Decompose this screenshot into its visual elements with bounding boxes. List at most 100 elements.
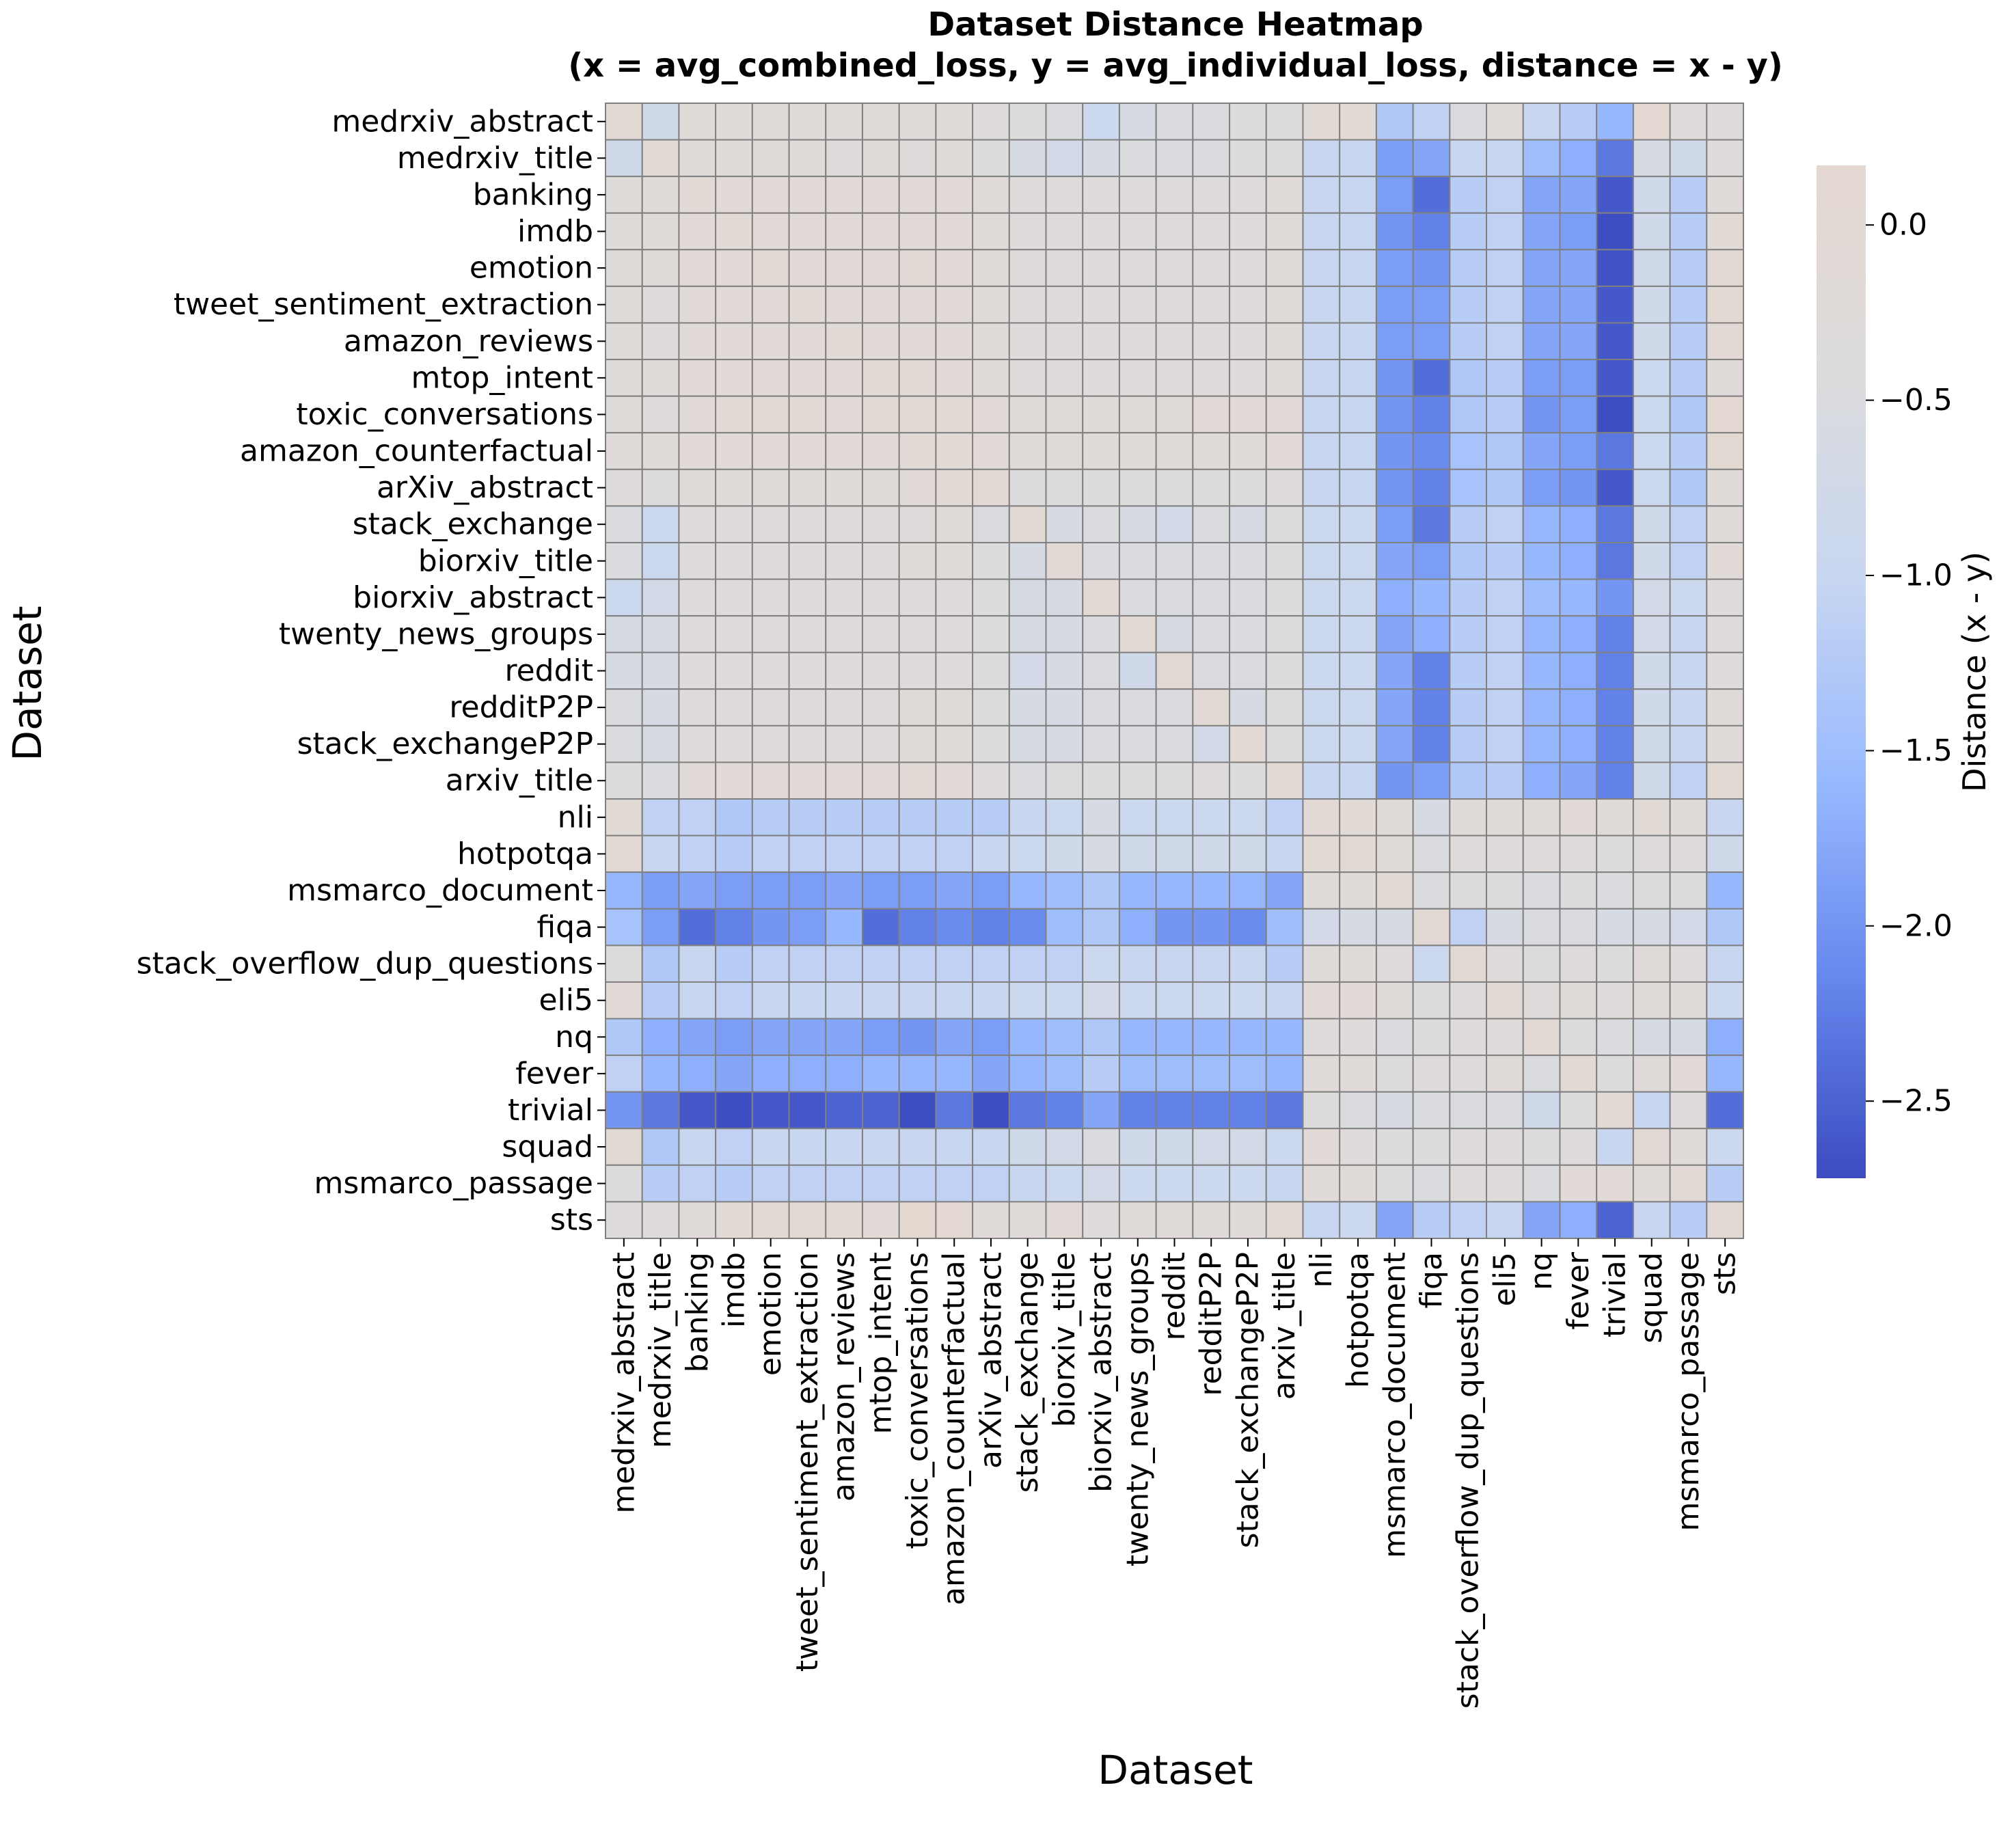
x-tick-label: fiqa — [1414, 1252, 1449, 1309]
heatmap-cell — [641, 724, 680, 763]
heatmap-cell — [898, 212, 937, 251]
heatmap-cell — [678, 834, 717, 873]
heatmap-cell — [678, 981, 717, 1020]
heatmap-cell — [1449, 908, 1488, 947]
heatmap-cell — [861, 651, 900, 690]
heatmap-cell — [861, 1128, 900, 1166]
heatmap-cell — [972, 212, 1010, 251]
heatmap-cell — [1229, 139, 1267, 178]
heatmap-cell — [1706, 1128, 1745, 1166]
heatmap-cell — [1008, 176, 1047, 214]
y-tick-label: arXiv_abstract — [377, 470, 593, 505]
heatmap-cell — [751, 322, 790, 361]
heatmap-cell — [1192, 761, 1231, 800]
heatmap-cell — [861, 1018, 900, 1057]
heatmap-cell — [1449, 322, 1488, 361]
heatmap-cell — [1632, 212, 1671, 251]
heatmap-cell — [788, 761, 827, 800]
heatmap-cell — [825, 724, 863, 763]
heatmap-cell — [1155, 1018, 1194, 1057]
heatmap-cell — [1082, 285, 1120, 324]
heatmap-cell — [1008, 212, 1047, 251]
heatmap-cell — [605, 1055, 643, 1093]
heatmap-cell — [1265, 908, 1304, 947]
heatmap-cell — [1082, 724, 1120, 763]
heatmap-cell — [1155, 322, 1194, 361]
heatmap-cell — [1596, 798, 1634, 837]
heatmap-cell — [1339, 688, 1377, 726]
heatmap-cell — [1375, 834, 1414, 873]
heatmap-cell — [751, 468, 790, 507]
heatmap-cell — [1632, 578, 1671, 617]
heatmap-cell — [1412, 724, 1451, 763]
heatmap-cell — [1045, 908, 1084, 947]
heatmap-cell — [678, 139, 717, 178]
heatmap-cell — [788, 139, 827, 178]
heatmap-cell — [1632, 176, 1671, 214]
heatmap-cell — [1706, 103, 1745, 141]
heatmap-cell — [1449, 285, 1488, 324]
heatmap-cell — [641, 468, 680, 507]
heatmap-cell — [1008, 1201, 1047, 1240]
heatmap-cell — [972, 505, 1010, 543]
heatmap-cell — [641, 834, 680, 873]
heatmap-cell — [1669, 1018, 1708, 1057]
heatmap-cell — [1302, 578, 1341, 617]
heatmap-cell — [972, 871, 1010, 910]
heatmap-cell — [1522, 176, 1561, 214]
heatmap-cell — [1008, 834, 1047, 873]
heatmap-cell — [1522, 541, 1561, 580]
heatmap-cell — [898, 1091, 937, 1130]
heatmap-cell — [1008, 1128, 1047, 1166]
heatmap-cell — [1486, 285, 1524, 324]
heatmap-cell — [1302, 285, 1341, 324]
heatmap-cell — [1596, 761, 1634, 800]
heatmap-cell — [1706, 578, 1745, 617]
heatmap-cell — [1486, 1018, 1524, 1057]
heatmap-cell — [1486, 1055, 1524, 1093]
heatmap-cell — [1008, 395, 1047, 434]
heatmap-cell — [1302, 945, 1341, 983]
heatmap-cell — [1559, 1164, 1598, 1203]
heatmap-cell — [678, 1128, 717, 1166]
heatmap-cell — [1669, 176, 1708, 214]
heatmap-cell — [1192, 432, 1231, 470]
heatmap-cell — [898, 981, 937, 1020]
heatmap-cell — [641, 981, 680, 1020]
heatmap-cell — [1118, 1128, 1157, 1166]
y-tick-label: medrxiv_abstract — [331, 104, 593, 139]
heatmap-cell — [1082, 1128, 1120, 1166]
heatmap-cell — [1265, 578, 1304, 617]
heatmap-cell — [1669, 212, 1708, 251]
chart-title: Dataset Distance Heatmap — [927, 5, 1423, 44]
heatmap-cell — [1155, 468, 1194, 507]
heatmap-cell — [1339, 834, 1377, 873]
heatmap-cell — [1596, 1018, 1634, 1057]
heatmap-cell — [1375, 651, 1414, 690]
heatmap-cell — [861, 945, 900, 983]
heatmap-cell — [1045, 505, 1084, 543]
x-tick-label: amazon_reviews — [827, 1252, 862, 1502]
heatmap-cell — [1632, 761, 1671, 800]
heatmap-cell — [1192, 981, 1231, 1020]
heatmap-cell — [1339, 1164, 1377, 1203]
heatmap-cell — [605, 1164, 643, 1203]
heatmap-cell — [1706, 212, 1745, 251]
heatmap-cell — [1559, 834, 1598, 873]
y-tick-labels: medrxiv_abstractmedrxiv_titlebankingimdb… — [137, 104, 606, 1238]
x-tick-label: mtop_intent — [863, 1252, 898, 1435]
heatmap-cell — [898, 505, 937, 543]
heatmap-cell — [1449, 1128, 1488, 1166]
heatmap-cell — [1522, 103, 1561, 141]
heatmap-cell — [1669, 1164, 1708, 1203]
heatmap-cell — [715, 1018, 753, 1057]
heatmap-cell — [861, 1055, 900, 1093]
heatmap-cell — [641, 761, 680, 800]
heatmap-cell — [605, 359, 643, 397]
heatmap-cell — [715, 1055, 753, 1093]
heatmap-cell — [1045, 724, 1084, 763]
heatmap-cell — [1522, 761, 1561, 800]
heatmap-cell — [1706, 871, 1745, 910]
heatmap-cell — [935, 651, 974, 690]
heatmap-cell — [1045, 395, 1084, 434]
